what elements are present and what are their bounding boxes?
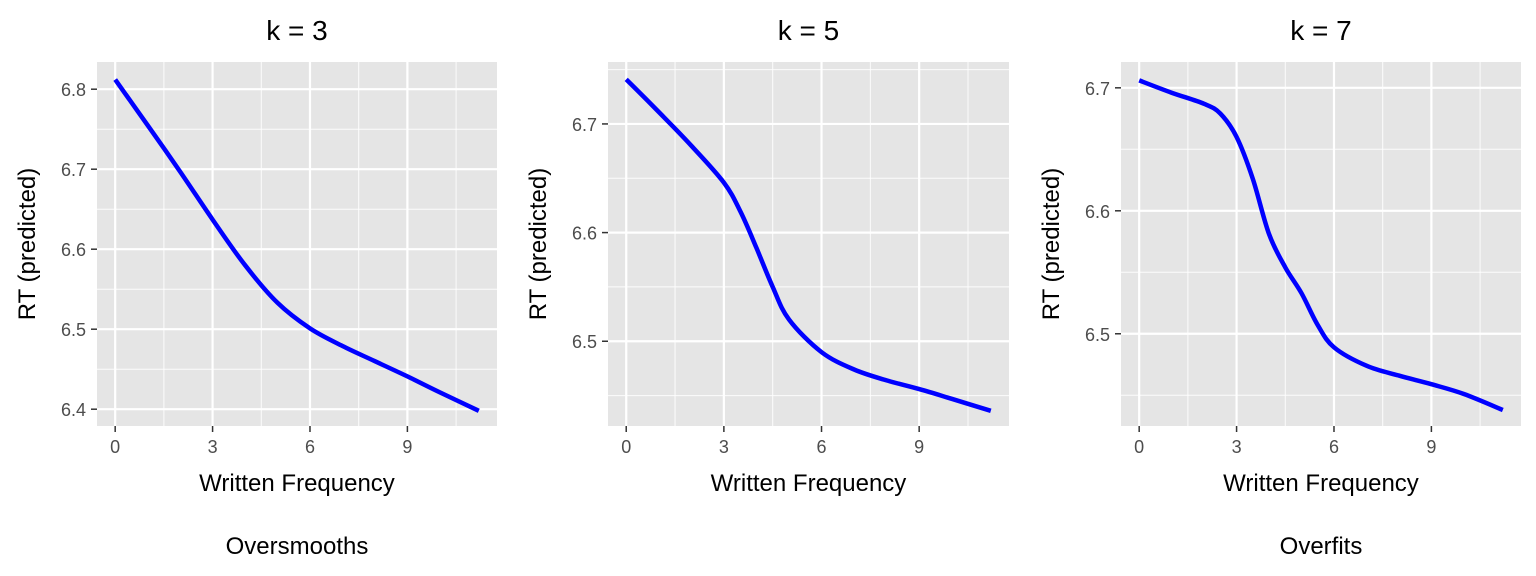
- x-tick-label: 9: [402, 437, 412, 457]
- y-tick-label: 6.5: [61, 320, 86, 340]
- x-axis-label: Written Frequency: [1223, 470, 1419, 497]
- panel-2: 0 3 6 9 6.5 6.6 6.7 k = 5 Written Frequency RT (p…: [525, 15, 1009, 497]
- series-line-1: [113, 78, 480, 413]
- panel-1: 0 3 6 9 6.4 6.5 6.6 6.7 6.8 k = 3 Written Frequenc…: [14, 15, 497, 560]
- x-tick-label: 3: [719, 437, 729, 457]
- y-tick-label: 6.8: [61, 80, 86, 100]
- panel-caption: Oversmooths: [226, 533, 369, 560]
- panel-title: k = 7: [1290, 15, 1351, 46]
- panel-caption: Overfits: [1280, 533, 1363, 560]
- panel-background: [1121, 62, 1521, 426]
- x-tick-label: 9: [1426, 437, 1436, 457]
- y-tick-label: 6.6: [61, 240, 86, 260]
- panel-title: k = 5: [778, 15, 839, 46]
- x-tick-label: 6: [817, 437, 827, 457]
- panel-title: k = 3: [266, 15, 327, 46]
- x-tick-label: 6: [305, 437, 315, 457]
- y-axis-label: RT (predicted): [14, 168, 41, 321]
- panel-3: 0 3 6 9 6.5 6.6 6.7 k = 7 Written Frequency RT (p…: [1038, 15, 1521, 560]
- x-tick-label: 0: [1134, 437, 1144, 457]
- x-tick-label: 6: [1329, 437, 1339, 457]
- x-tick-label: 0: [110, 437, 120, 457]
- y-axis-label: RT (predicted): [1038, 168, 1065, 321]
- x-axis-label: Written Frequency: [199, 470, 395, 497]
- series-line-1: [624, 77, 992, 413]
- y-tick-label: 6.5: [1085, 325, 1110, 345]
- y-tick-label: 6.4: [61, 400, 86, 420]
- panel-background: [97, 62, 497, 426]
- y-tick-label: 6.7: [572, 115, 597, 135]
- x-tick-label: 9: [914, 437, 924, 457]
- panel-background: [608, 62, 1009, 426]
- y-tick-label: 6.5: [572, 332, 597, 352]
- x-tick-label: 0: [621, 437, 631, 457]
- x-axis-label: Written Frequency: [711, 470, 907, 497]
- y-tick-label: 6.7: [61, 160, 86, 180]
- series-line-1: [1138, 78, 1504, 413]
- x-tick-label: 3: [208, 437, 218, 457]
- x-tick-label: 3: [1232, 437, 1242, 457]
- y-tick-label: 6.6: [572, 224, 597, 244]
- y-axis-label: RT (predicted): [525, 168, 552, 321]
- y-tick-label: 6.6: [1085, 202, 1110, 222]
- y-tick-label: 6.7: [1085, 79, 1110, 99]
